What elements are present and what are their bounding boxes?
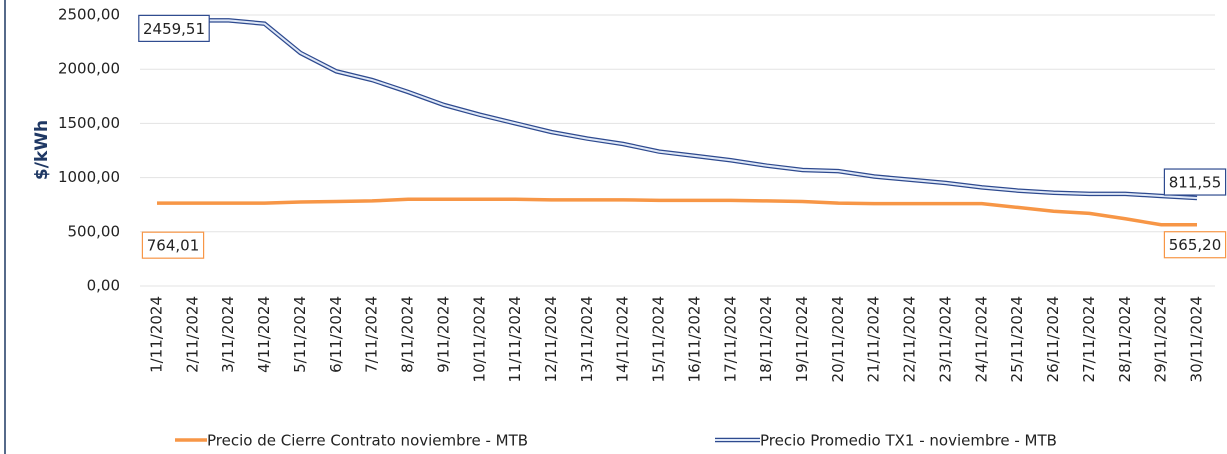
y-tick-label: 1500,00: [58, 114, 120, 132]
series-line-outline: [156, 17, 1198, 201]
x-tick-label: 28/11/2024: [1116, 296, 1134, 382]
x-tick-label: 16/11/2024: [685, 296, 703, 382]
x-tick-label: 6/11/2024: [327, 296, 345, 373]
data-label-box: [1163, 231, 1227, 259]
x-tick-label: 1/11/2024: [148, 296, 166, 373]
x-tick-label: 8/11/2024: [399, 296, 417, 373]
x-tick-label: 9/11/2024: [434, 296, 452, 373]
y-axis-title: $/kWh: [32, 120, 52, 180]
data-label-box: [141, 231, 205, 259]
x-tick-label: 29/11/2024: [1152, 296, 1170, 382]
x-tick-label: 23/11/2024: [936, 296, 954, 382]
legend-label: Precio de Cierre Contrato noviembre - MT…: [207, 432, 528, 450]
x-tick-label: 21/11/2024: [865, 296, 883, 382]
data-label-box: [138, 14, 210, 42]
x-tick-label: 4/11/2024: [255, 296, 273, 373]
x-tick-label: 27/11/2024: [1080, 296, 1098, 382]
data-label-box: [1163, 168, 1227, 196]
series-line: [156, 18, 1198, 200]
x-tick-label: 12/11/2024: [542, 296, 560, 382]
x-tick-label: 30/11/2024: [1188, 296, 1206, 382]
x-tick-label: 18/11/2024: [757, 296, 775, 382]
x-tick-label: 11/11/2024: [506, 296, 524, 382]
x-tick-label: 17/11/2024: [721, 296, 739, 382]
x-tick-label: 26/11/2024: [1044, 296, 1062, 382]
x-tick-label: 7/11/2024: [363, 296, 381, 373]
y-tick-label: 0,00: [87, 277, 120, 295]
x-tick-label: 22/11/2024: [901, 296, 919, 382]
data-label: 565,20: [1169, 236, 1222, 254]
x-tick-label: 24/11/2024: [972, 296, 990, 382]
y-tick-label: 500,00: [68, 222, 121, 240]
y-tick-label: 2500,00: [58, 6, 120, 24]
data-label: 2459,51: [143, 20, 205, 38]
data-label: 764,01: [147, 237, 200, 255]
x-tick-label: 19/11/2024: [793, 296, 811, 382]
x-tick-label: 10/11/2024: [470, 296, 488, 382]
y-tick-label: 2000,00: [58, 60, 120, 78]
x-tick-label: 2/11/2024: [183, 296, 201, 373]
x-tick-label: 3/11/2024: [219, 296, 237, 373]
x-tick-label: 15/11/2024: [650, 296, 668, 382]
data-label: 811,55: [1169, 174, 1222, 192]
x-tick-label: 14/11/2024: [614, 296, 632, 382]
series-line: [156, 197, 1198, 227]
x-tick-label: 5/11/2024: [291, 296, 309, 373]
x-tick-label: 25/11/2024: [1008, 296, 1026, 382]
y-tick-label: 1000,00: [58, 168, 120, 186]
x-tick-label: 20/11/2024: [829, 296, 847, 382]
legend-label: Precio Promedio TX1 - noviembre - MTB: [760, 432, 1057, 450]
x-tick-label: 13/11/2024: [578, 296, 596, 382]
